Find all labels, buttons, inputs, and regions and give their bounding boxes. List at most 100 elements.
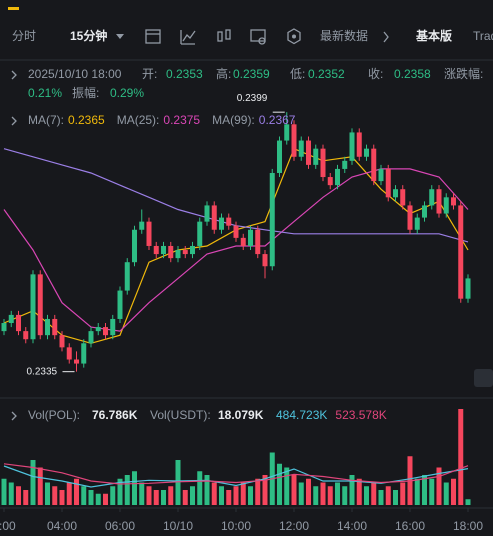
more-arrow[interactable]	[383, 31, 389, 43]
ma-legend-value: 0.2367	[259, 113, 296, 127]
candle-body	[8, 314, 14, 324]
candle-icon[interactable]	[217, 29, 231, 42]
volume-bar	[132, 471, 137, 505]
interval-select[interactable]: 15分钟	[70, 28, 107, 43]
candle-body	[414, 217, 420, 230]
volume-bar	[349, 475, 355, 505]
volume-bar	[385, 486, 391, 505]
volume-bar	[451, 478, 456, 505]
indicator-icon[interactable]	[180, 30, 196, 45]
volume-bar	[436, 467, 442, 505]
open-label: 开:	[142, 67, 157, 81]
volume-bar	[465, 499, 471, 505]
vol-pol-value: 76.786K	[92, 408, 138, 422]
side-button[interactable]	[474, 369, 493, 387]
active-marker	[8, 7, 19, 10]
candle-body	[45, 318, 50, 336]
candle-body	[327, 177, 333, 186]
calendar-icon[interactable]	[145, 29, 161, 44]
volume-bar	[291, 475, 297, 505]
candle-body	[66, 347, 72, 360]
x-tick-label: 18:00	[453, 519, 483, 533]
tradingview-tab[interactable]: Trad	[473, 29, 493, 43]
volume-bar	[16, 486, 21, 505]
candle-body	[306, 140, 311, 165]
candle-body	[161, 245, 166, 255]
candle-body	[81, 343, 87, 364]
ma-line	[3, 168, 469, 332]
vol-pol-label: Vol(POL):	[28, 408, 80, 422]
dropdown-arrow[interactable]	[116, 34, 124, 39]
x-tick-label: 16:00	[395, 519, 425, 533]
volume-bar	[37, 467, 43, 505]
hexagon-icon[interactable]	[287, 28, 301, 45]
volume-bar	[95, 493, 101, 505]
volume-bar	[364, 486, 369, 505]
candle-body	[349, 132, 355, 161]
volume-bar	[400, 482, 406, 505]
volume-bar	[443, 482, 449, 505]
volume-bar	[197, 471, 203, 505]
candle-body	[400, 189, 406, 206]
basic-view[interactable]: 基本版	[415, 28, 452, 43]
ma-legend-name: MA(25):	[117, 113, 160, 127]
candle-body	[146, 221, 152, 246]
volume-bar	[59, 490, 65, 505]
collapse-arrow[interactable]	[11, 116, 17, 126]
volume-bar	[8, 482, 14, 505]
open-value: 0.2353	[166, 67, 203, 81]
volume-bar	[124, 475, 130, 505]
candle-body	[465, 278, 471, 299]
amplitude-value: 0.29%	[110, 86, 144, 100]
volume-bar	[146, 486, 152, 505]
volume-bar	[306, 478, 311, 505]
volume-bar	[219, 486, 224, 505]
volume-bar	[110, 486, 116, 505]
volume-bar	[262, 475, 268, 505]
candle-body	[88, 331, 94, 344]
candle-body	[436, 189, 442, 214]
x-tick-label: 10/10	[163, 519, 193, 533]
volume-bar	[161, 490, 166, 505]
collapse-arrow[interactable]	[11, 411, 17, 421]
volume-ma-line	[3, 463, 469, 485]
volume-bar	[240, 482, 246, 505]
candle-body	[385, 168, 391, 198]
candle-body	[211, 205, 217, 230]
candle-body	[1, 323, 7, 332]
candle-body	[95, 327, 101, 332]
candle-body	[132, 229, 137, 263]
volume-bar	[66, 482, 72, 505]
collapse-arrow[interactable]	[11, 70, 17, 80]
candle-body	[204, 205, 210, 222]
volume-ma-value: 484.723K	[276, 408, 327, 422]
vol-usdt-label: Vol(USDT):	[150, 408, 211, 422]
volume-bar	[139, 482, 145, 505]
candle-body	[443, 197, 449, 214]
settings-icon[interactable]	[250, 29, 266, 45]
volume-bar	[103, 493, 108, 505]
candle-body	[284, 124, 290, 141]
volume-bar	[356, 478, 362, 505]
volume-bar	[88, 490, 94, 505]
latest-data[interactable]: 最新数据	[320, 28, 368, 43]
volume-bar	[168, 486, 174, 505]
volume-bar	[1, 478, 7, 505]
candle-body	[378, 168, 384, 182]
volume-bar	[313, 486, 319, 505]
volume-bar	[371, 482, 377, 505]
candle-body	[335, 168, 340, 186]
volume-bar	[204, 475, 210, 505]
time-tab[interactable]: 分时	[12, 29, 36, 43]
volume-bar	[30, 460, 36, 505]
volume-bar	[175, 460, 181, 505]
candle-body	[139, 221, 145, 230]
low-label: 低:	[290, 67, 305, 81]
volume-bar	[23, 490, 29, 505]
volume-bar	[255, 478, 261, 505]
candle-body	[248, 229, 253, 246]
volume-bar	[414, 478, 420, 505]
candle-body	[37, 274, 43, 336]
